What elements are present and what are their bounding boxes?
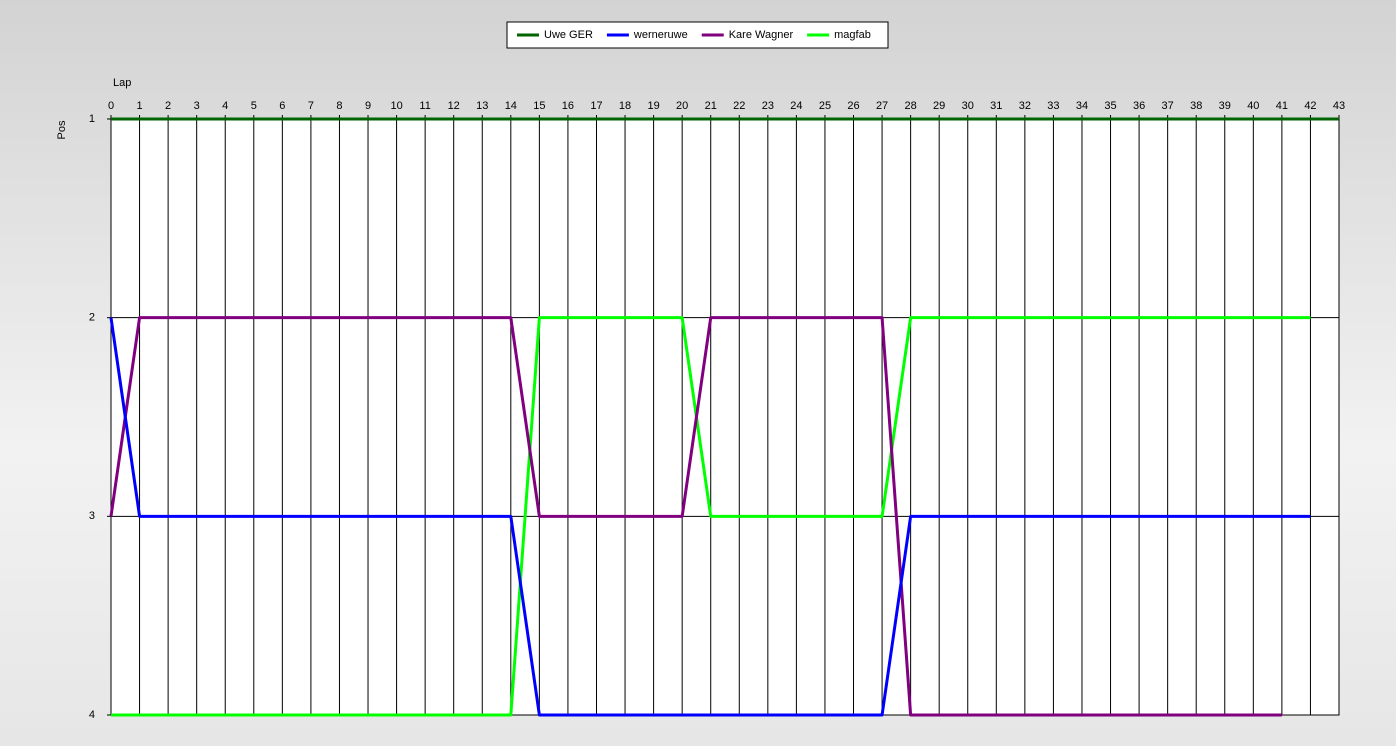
x-tick-label: 36: [1133, 100, 1145, 112]
x-tick-label: 1: [136, 100, 142, 112]
y-tick-label: 1: [89, 113, 95, 125]
x-tick-label: 25: [819, 100, 831, 112]
x-tick-label: 40: [1247, 100, 1259, 112]
x-tick-label: 14: [505, 100, 517, 112]
x-tick-label: 3: [194, 100, 200, 112]
x-tick-label: 30: [962, 100, 974, 112]
x-tick-label: 38: [1190, 100, 1202, 112]
x-tick-label: 5: [251, 100, 257, 112]
x-tick-label: 37: [1162, 100, 1174, 112]
x-tick-label: 18: [619, 100, 631, 112]
x-tick-label: 12: [448, 100, 460, 112]
plot-area: [111, 119, 1339, 715]
x-tick-label: 39: [1219, 100, 1231, 112]
x-tick-label: 29: [933, 100, 945, 112]
x-tick-label: 33: [1047, 100, 1059, 112]
x-tick-label: 4: [222, 100, 228, 112]
x-tick-label: 13: [476, 100, 488, 112]
legend-label: Uwe GER: [544, 29, 593, 41]
x-tick-label: 41: [1276, 100, 1288, 112]
x-tick-label: 7: [308, 100, 314, 112]
x-tick-label: 15: [533, 100, 545, 112]
y-tick-label: 2: [89, 312, 95, 324]
series-line: [111, 316, 1311, 717]
x-tick-label: 24: [790, 100, 802, 112]
x-tick-label: 8: [336, 100, 342, 112]
x-tick-label: 17: [590, 100, 602, 112]
x-tick-label: 31: [990, 100, 1002, 112]
y-axis-label: Pos: [56, 120, 68, 139]
x-tick-label: 28: [905, 100, 917, 112]
x-tick-label: 34: [1076, 100, 1088, 112]
x-tick-label: 42: [1304, 100, 1316, 112]
x-tick-label: 19: [647, 100, 659, 112]
x-tick-label: 27: [876, 100, 888, 112]
x-tick-label: 20: [676, 100, 688, 112]
x-tick-label: 26: [847, 100, 859, 112]
x-tick-label: 9: [365, 100, 371, 112]
x-tick-label: 21: [705, 100, 717, 112]
y-tick-label: 4: [89, 709, 95, 721]
x-tick-label: 11: [419, 100, 430, 112]
x-tick-label: 22: [733, 100, 745, 112]
x-tick-label: 23: [762, 100, 774, 112]
x-tick-label: 32: [1019, 100, 1031, 112]
x-tick-label: 6: [279, 100, 285, 112]
x-tick-label: 16: [562, 100, 574, 112]
x-tick-label: 0: [108, 100, 114, 112]
x-tick-label: 43: [1333, 100, 1345, 112]
x-tick-label: 2: [165, 100, 171, 112]
y-tick-label: 3: [89, 510, 95, 522]
x-axis-label: Lap: [113, 77, 131, 89]
legend-label: werneruwe: [633, 29, 688, 41]
series-line: [109, 317, 1311, 717]
series-line: [109, 316, 1282, 717]
x-tick-label: 10: [390, 100, 402, 112]
x-tick-label: 35: [1104, 100, 1116, 112]
legend-label: Kare Wagner: [729, 29, 794, 41]
legend-label: magfab: [834, 29, 871, 41]
